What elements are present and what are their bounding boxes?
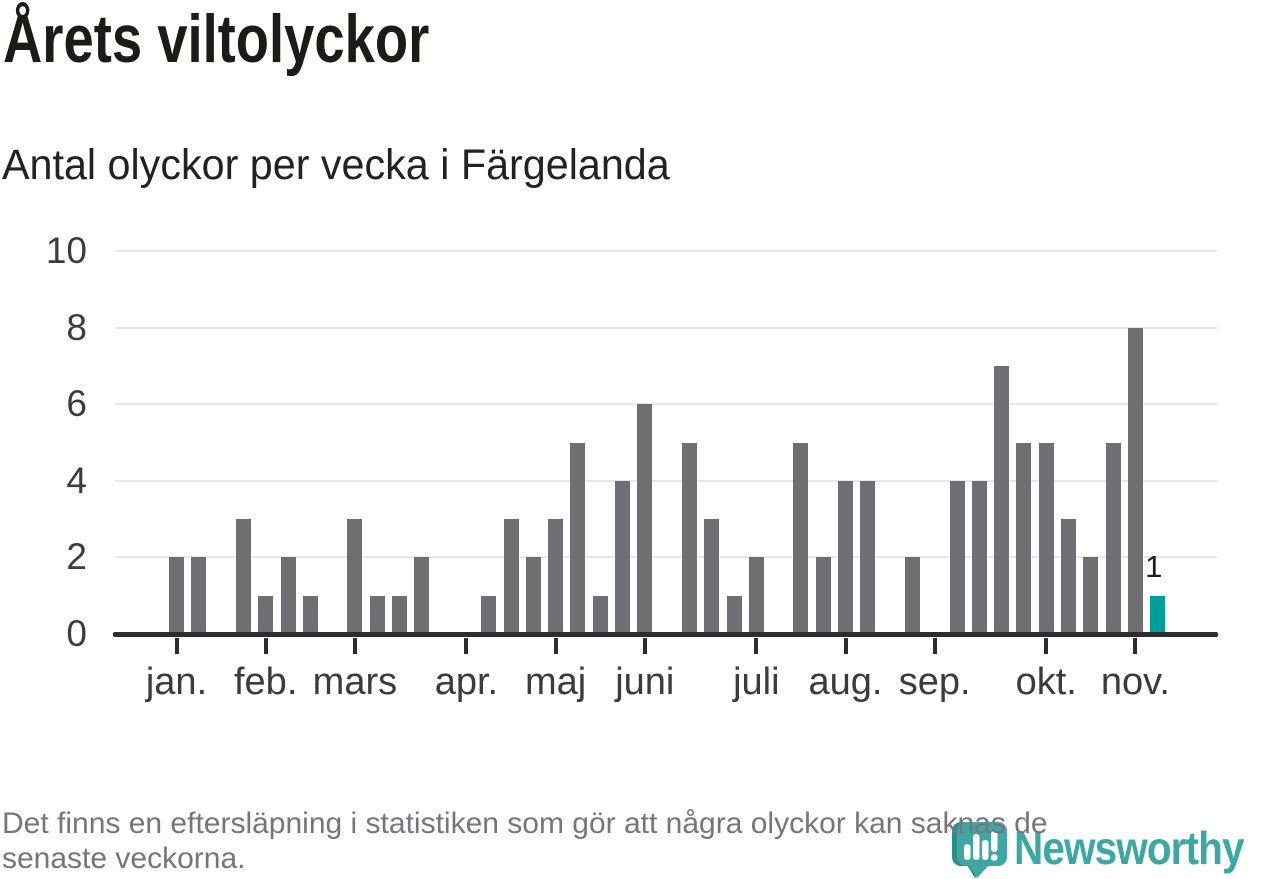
gridline-y8	[115, 326, 1217, 329]
bar-week-1	[169, 557, 184, 634]
x-axis-label-maj: maj	[524, 661, 587, 703]
y-axis-label: 6	[66, 383, 87, 425]
bar-week-5	[258, 595, 274, 634]
x-axis-tick-apr	[464, 638, 469, 654]
bar-week-18	[548, 519, 564, 634]
bar-week-27	[748, 557, 764, 634]
x-axis-label-jan: jan.	[145, 661, 208, 703]
bar-week-21	[615, 480, 630, 634]
gridline-y2	[115, 556, 1217, 559]
newsworthy-logo-text: Newsworthy	[1014, 822, 1245, 874]
x-axis-tick-aug	[843, 638, 848, 654]
x-axis-tick-jan	[174, 638, 179, 654]
bar-week-45-highlight	[1150, 595, 1166, 634]
x-axis-label-juni: juni	[615, 661, 675, 703]
x-axis-tick-juni	[642, 638, 647, 654]
bar-week-19	[570, 442, 586, 634]
x-axis-label-feb: feb.	[233, 661, 298, 703]
x-axis-label-sep: sep.	[898, 661, 971, 703]
x-axis-label-nov: nov.	[1100, 661, 1170, 703]
x-axis-label-mars: mars	[312, 661, 398, 703]
bar-week-24	[681, 442, 697, 634]
bar-week-30	[815, 557, 831, 634]
x-axis-line	[113, 632, 1218, 637]
bar-week-22	[637, 404, 653, 634]
x-axis-label-apr: apr.	[434, 661, 499, 703]
bar-week-39	[1016, 442, 1032, 634]
bar-week-40	[1038, 442, 1054, 634]
bar-week-36	[949, 480, 965, 634]
bar-week-32	[860, 480, 876, 634]
chart-title: Årets viltolyckor	[3, 1, 430, 77]
bar-week-37	[971, 480, 987, 634]
x-axis-tick-juli	[754, 638, 759, 654]
x-axis-label-aug: aug.	[808, 661, 883, 703]
bar-week-38	[994, 365, 1010, 634]
gridline-y6	[115, 403, 1217, 406]
x-axis-tick-maj	[553, 638, 558, 654]
bar-week-20	[592, 595, 608, 634]
x-axis-tick-okt	[1044, 638, 1049, 654]
bar-week-9	[347, 519, 363, 634]
bar-week-42	[1083, 557, 1099, 634]
gridline-y10	[115, 250, 1217, 252]
x-axis-tick-nov	[1133, 638, 1138, 654]
bar-week-44	[1127, 327, 1143, 634]
bar-week-7	[302, 595, 318, 634]
bar-week-12	[414, 557, 430, 634]
bar-week-29	[793, 442, 809, 634]
newsworthy-logo: Newsworthy	[952, 818, 1262, 879]
bar-week-2	[191, 557, 207, 634]
bar-week-41	[1061, 519, 1076, 634]
x-axis-tick-feb	[263, 638, 268, 654]
bar-week-4	[235, 519, 251, 634]
y-axis-label: 2	[66, 536, 87, 578]
bar-week-43	[1105, 442, 1121, 634]
footer-note-line2: senaste veckorna.	[2, 842, 246, 875]
bar-week-6	[280, 557, 296, 634]
bar-week-16	[503, 519, 519, 634]
x-axis-tick-mars	[352, 638, 357, 654]
x-axis-label-juli: juli	[733, 661, 780, 703]
newsworthy-pin-barchart-icon	[952, 822, 1007, 878]
x-axis-label-okt: okt.	[1015, 661, 1077, 703]
bar-week-11	[392, 595, 407, 634]
bar-week-26	[726, 595, 742, 634]
y-axis-label: 8	[66, 306, 87, 348]
last-bar-value-label: 1	[1145, 548, 1163, 584]
bar-week-34	[904, 557, 920, 634]
y-axis-label: 0	[66, 613, 87, 654]
y-axis-label: 10	[45, 230, 87, 271]
x-axis-tick-sep	[932, 638, 937, 654]
bar-week-15	[481, 595, 497, 634]
bar-week-10	[369, 595, 385, 634]
bar-week-17	[525, 557, 541, 634]
bar-week-25	[704, 519, 720, 634]
gridline-y4	[115, 479, 1217, 482]
footer-note: Det finns en eftersläpning i statistiken…	[2, 806, 1048, 876]
bar-week-31	[838, 480, 853, 634]
y-axis-label: 4	[66, 459, 87, 501]
chart-subtitle: Antal olyckor per vecka i Färgelanda	[2, 141, 670, 189]
footer-note-line1: Det finns en eftersläpning i statistiken…	[2, 807, 1048, 840]
